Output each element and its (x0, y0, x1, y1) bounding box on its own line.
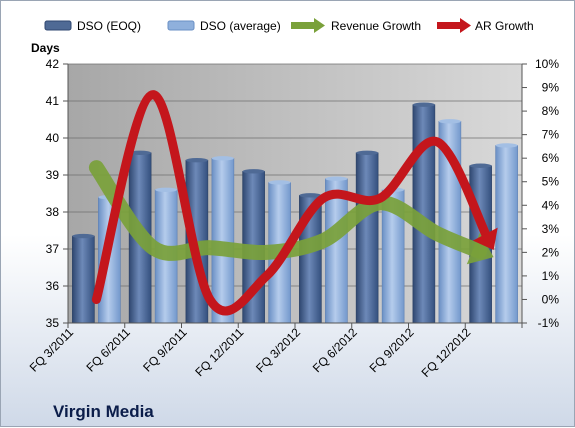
y2-tick-label: 8% (542, 104, 560, 118)
bar-cap-dso-eoq (72, 233, 95, 239)
bar-dso-average (495, 145, 518, 324)
bar-cap-dso-eoq (412, 102, 435, 107)
y-tick-label: 42 (46, 57, 60, 71)
y-tick-label: 38 (46, 205, 60, 219)
y2-tick-label: 9% (542, 81, 560, 95)
legend-swatch-dso-average (167, 20, 195, 31)
bar-cap-dso-average (155, 187, 178, 192)
legend-swatch-dso-eoq (44, 20, 72, 31)
arrowhead-revenue-growth (466, 232, 494, 265)
legend-item-dso-eoq: DSO (EOQ) (44, 19, 141, 33)
y2-tick-label: 7% (542, 128, 560, 142)
y2-tick-label: 2% (542, 245, 560, 259)
bar-cap-dso-eoq (299, 193, 322, 198)
y-tick-label: 39 (46, 168, 60, 182)
legend-label-revenue-growth: Revenue Growth (331, 19, 421, 33)
x-tick-label: FQ 9/2012 (367, 325, 417, 375)
bar-cap-dso-average (211, 156, 234, 161)
legend-label-dso-average: DSO (average) (200, 19, 281, 33)
legend-item-dso-average: DSO (average) (167, 19, 281, 33)
x-tick-label: FQ 6/2011 (84, 325, 134, 375)
bar-dso-eoq (72, 235, 95, 324)
y2-tick-label: 1% (542, 269, 560, 283)
x-tick-label: FQ 3/2011 (27, 325, 77, 375)
bar-cap-dso-average (325, 176, 348, 181)
bar-cap-dso-eoq (185, 158, 208, 163)
x-tick-label: FQ 6/2012 (310, 325, 360, 375)
bar-cap-dso-eoq (242, 169, 265, 174)
arrowhead-ar-growth (472, 227, 498, 250)
bar-cap-dso-average (438, 119, 461, 124)
y-tick-label: 41 (46, 94, 60, 108)
y2-tick-label: 5% (542, 175, 560, 189)
company-name: Virgin Media (53, 402, 154, 421)
y-tick-label: 37 (46, 242, 60, 256)
legend-label-dso-eoq: DSO (EOQ) (77, 19, 141, 33)
y-tick-label: 36 (46, 279, 60, 293)
y2-tick-label: 4% (542, 198, 560, 212)
y2-tick-label: -1% (538, 316, 560, 330)
x-tick-label: FQ 3/2012 (253, 325, 303, 375)
bar-cap-dso-average (268, 180, 291, 185)
x-tick-label: FQ 12/2012 (419, 325, 474, 380)
y-tick-label: 40 (46, 131, 60, 145)
x-tick-label: FQ 9/2011 (140, 325, 190, 375)
y2-tick-label: 6% (542, 151, 560, 165)
legend-arrow-ar-growth (437, 18, 471, 33)
line-ar-growth (91, 90, 493, 316)
bar-cap-dso-average (495, 143, 518, 148)
bar-cap-dso-eoq (129, 150, 152, 155)
legend-arrow-revenue-growth (291, 18, 325, 33)
y-tick-label: 35 (46, 316, 60, 330)
legend: DSO (EOQ) DSO (average) Revenue Growth A… (44, 18, 534, 33)
x-tick-label: FQ 12/2011 (192, 325, 246, 379)
legend-item-ar-growth: AR Growth (437, 18, 534, 33)
legend-label-ar-growth: AR Growth (475, 19, 534, 33)
y-axis-title: Days (31, 41, 60, 55)
y2-tick-label: 3% (542, 222, 560, 236)
bar-dso-eoq (355, 152, 379, 324)
y2-tick-label: 0% (542, 292, 560, 306)
bar-cap-dso-eoq (469, 163, 492, 168)
bar-cap-dso-eoq (356, 150, 379, 155)
y2-tick-label: 10% (535, 57, 559, 71)
legend-item-revenue-growth: Revenue Growth (291, 18, 421, 33)
